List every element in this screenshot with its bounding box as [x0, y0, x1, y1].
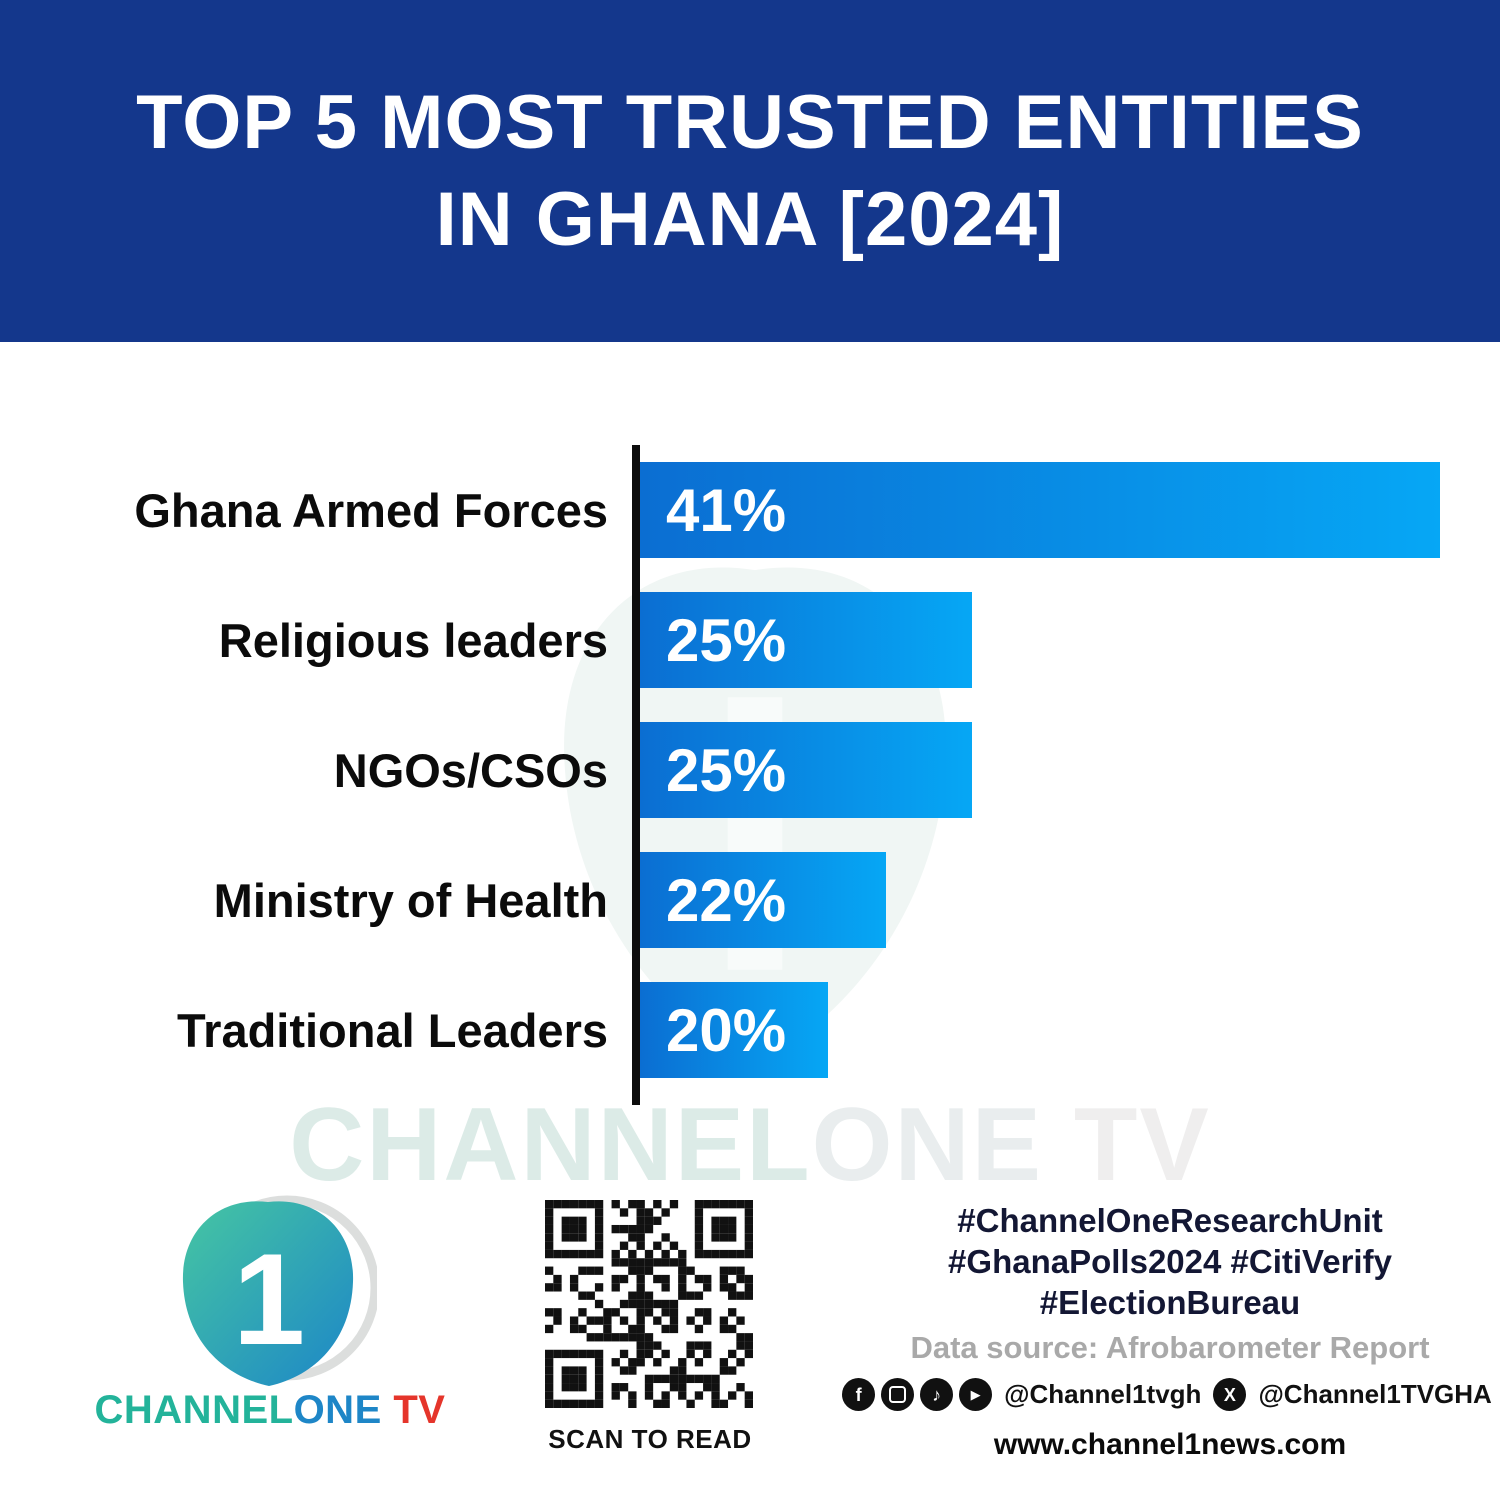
bar-row: Ghana Armed Forces 41% [0, 462, 1500, 558]
qr-code [545, 1200, 753, 1408]
category-label: NGOs/CSOs [333, 743, 608, 797]
bar-row: NGOs/CSOs 25% [0, 722, 1500, 818]
hashtag-line-3: #ElectionBureau [1039, 1284, 1301, 1321]
watermark-part-3: TV [1043, 1087, 1211, 1203]
category-label: Ghana Armed Forces [134, 483, 608, 537]
tiktok-glyph: ♪ [932, 1384, 942, 1405]
facebook-glyph: f [855, 1384, 862, 1405]
x-icon: X [1213, 1378, 1247, 1411]
title-line-1: TOP 5 MOST TRUSTED ENTITIES [136, 79, 1364, 165]
hashtag-line-2: #GhanaPolls2024 #CitiVerify [948, 1243, 1392, 1280]
bar-row: Ministry of Health 22% [0, 852, 1500, 948]
bar: 22% [640, 852, 886, 948]
value-label: 22% [666, 866, 787, 934]
facebook-icon: f [842, 1378, 876, 1411]
brand-wordmark: CHANNELONE TV [60, 1388, 480, 1433]
bar-row: Religious leaders 25% [0, 592, 1500, 688]
bar: 20% [640, 982, 828, 1078]
chart-axis [632, 445, 640, 1105]
brand-part-3: TV [381, 1388, 446, 1432]
watermark-part-2: ONE [811, 1087, 1043, 1203]
social-handle-1: @Channel1tvgh [1004, 1379, 1202, 1409]
x-glyph: X [1223, 1384, 1236, 1405]
brand-part-2: ONE [293, 1388, 382, 1432]
social-handle-2: @Channel1TVGHA [1258, 1379, 1492, 1409]
header-banner: TOP 5 MOST TRUSTED ENTITIES IN GHANA [20… [0, 0, 1500, 342]
bar: 41% [640, 462, 1440, 558]
value-label: 25% [666, 736, 787, 804]
hashtags-block: #ChannelOneResearchUnit #GhanaPolls2024 … [880, 1200, 1460, 1323]
bar: 25% [640, 722, 972, 818]
category-label: Religious leaders [218, 613, 608, 667]
youtube-icon: ▶ [959, 1378, 993, 1411]
channel-one-text-watermark: CHANNELONE TV [0, 1086, 1500, 1205]
value-label: 20% [666, 996, 787, 1064]
page-title: TOP 5 MOST TRUSTED ENTITIES IN GHANA [20… [136, 74, 1364, 269]
brand-part-1: CHANNEL [94, 1388, 294, 1432]
logo-pick-shape [182, 1201, 354, 1386]
website-url: www.channel1news.com [993, 1428, 1347, 1461]
category-label: Traditional Leaders [177, 1003, 608, 1057]
instagram-icon [881, 1378, 915, 1411]
bar-row: Traditional Leaders 20% [0, 982, 1500, 1078]
title-line-2: IN GHANA [2024] [435, 177, 1065, 262]
watermark-part-1: CHANNEL [289, 1087, 812, 1203]
logo-numeral: 1 [233, 1226, 305, 1372]
youtube-glyph: ▶ [970, 1387, 981, 1402]
channel-one-logo: 1 [182, 1195, 377, 1386]
hashtag-line-1: #ChannelOneResearchUnit [957, 1202, 1383, 1239]
bar: 25% [640, 592, 972, 688]
qr-caption: SCAN TO READ [548, 1424, 752, 1454]
social-row: f ♪ ▶ @Channel1tvgh X @Channel1TVGHA [842, 1378, 1492, 1411]
value-label: 41% [666, 476, 787, 544]
data-source-text: Data source: Afrobarometer Report [910, 1330, 1430, 1365]
instagram-glyph [889, 1386, 907, 1403]
tiktok-icon: ♪ [920, 1378, 954, 1411]
value-label: 25% [666, 606, 787, 674]
category-label: Ministry of Health [213, 873, 608, 927]
